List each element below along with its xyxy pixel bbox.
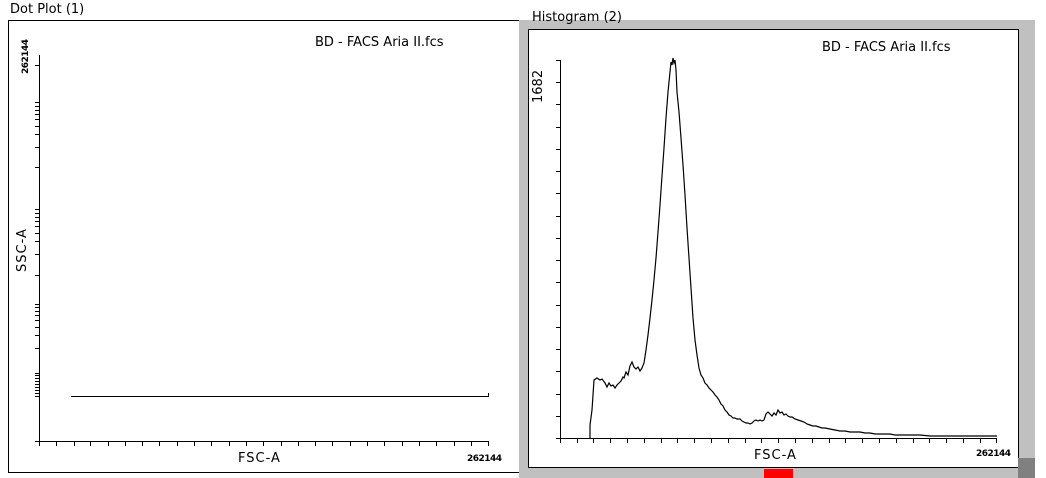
dot-plot-x-axis-label: FSC-A: [238, 451, 281, 466]
histogram-resize-handle[interactable]: [1018, 458, 1035, 478]
histogram-panel[interactable]: [528, 29, 1019, 468]
dot-plot-file-label: BD - FACS Aria II.fcs: [315, 35, 444, 50]
histogram-y-max-label: 1682: [531, 69, 546, 103]
dot-plot-title: Dot Plot (1): [10, 2, 85, 17]
histogram-x-max-label: 262144: [976, 449, 1011, 459]
histogram-x-axis-label: FSC-A: [754, 448, 797, 463]
dot-plot-x-max-label: 262144: [467, 454, 502, 464]
histogram-active-parameter-marker[interactable]: [764, 469, 793, 478]
dot-plot-data-line: [71, 393, 489, 397]
histogram-file-label: BD - FACS Aria II.fcs: [822, 40, 951, 55]
histogram-curve: [589, 57, 997, 438]
histogram-title: Histogram (2): [532, 10, 622, 25]
